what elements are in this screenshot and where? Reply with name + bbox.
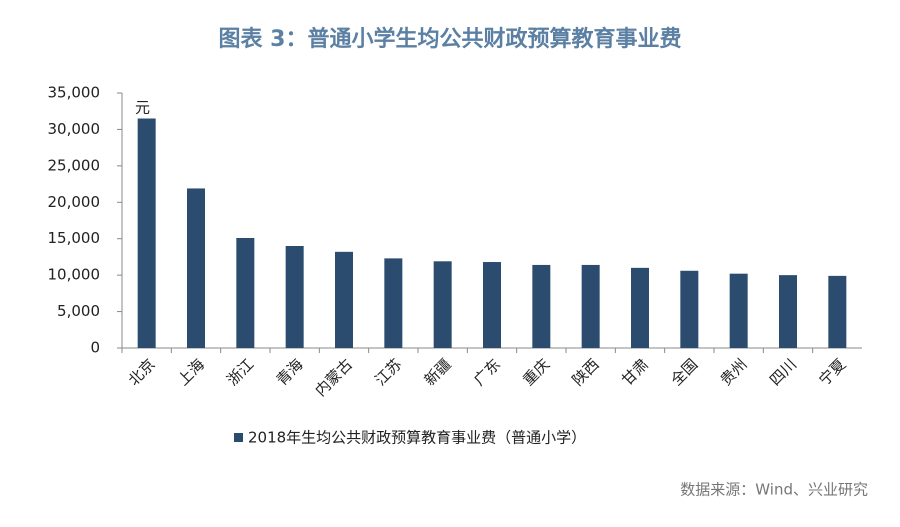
bar: [779, 275, 797, 348]
y-tick-label: 5,000: [57, 302, 100, 320]
source: 数据来源：Wind、兴业研究: [680, 481, 868, 499]
bar: [532, 264, 551, 348]
x-tick-label: 上海: [174, 355, 208, 389]
y-tick-label: 15,000: [48, 229, 101, 247]
x-tick-label: 贵州: [717, 355, 751, 389]
y-tick-label: 25,000: [48, 156, 101, 174]
x-tick-label: 重庆: [519, 355, 553, 389]
unit-label: 元: [135, 99, 150, 117]
x-tick-label: 内蒙古: [311, 355, 356, 400]
x-tick-label: 陕西: [569, 355, 603, 389]
x-tick-label: 青海: [273, 355, 307, 389]
bar: [187, 188, 205, 348]
y-tick-label: 30,000: [48, 120, 101, 138]
bar: [680, 270, 699, 348]
y-tick-label: 10,000: [48, 266, 101, 284]
x-tick-label: 甘肃: [618, 355, 652, 389]
bar: [137, 118, 156, 348]
x-tick-label: 宁夏: [815, 355, 849, 389]
bar: [433, 261, 452, 348]
y-tick-label: 35,000: [48, 84, 101, 102]
legend-label: 2018年生均公共财政预算教育事业费（普通小学）: [248, 429, 586, 447]
bar: [729, 273, 748, 348]
y-tick-label: 20,000: [48, 193, 101, 211]
x-tick-label: 四川: [766, 355, 800, 389]
bar: [236, 237, 255, 348]
bar: [335, 251, 353, 348]
x-tick-label: 江苏: [371, 355, 405, 389]
bar: [828, 275, 847, 348]
x-tick-label: 浙江: [223, 355, 257, 389]
bar: [285, 246, 304, 348]
y-tick-label: 0: [90, 339, 100, 357]
x-tick-label: 新疆: [421, 355, 455, 389]
x-tick-label: 广东: [470, 355, 504, 389]
x-tick-label: 全国: [667, 355, 701, 389]
legend-swatch: [234, 433, 243, 442]
chart-title: 图表 3：普通小学生均公共财政预算教育事业费: [219, 26, 682, 52]
bar: [581, 264, 600, 348]
bar: [631, 267, 649, 348]
bar: [384, 258, 403, 348]
x-tick-label: 北京: [125, 355, 159, 389]
bar: [483, 262, 501, 348]
